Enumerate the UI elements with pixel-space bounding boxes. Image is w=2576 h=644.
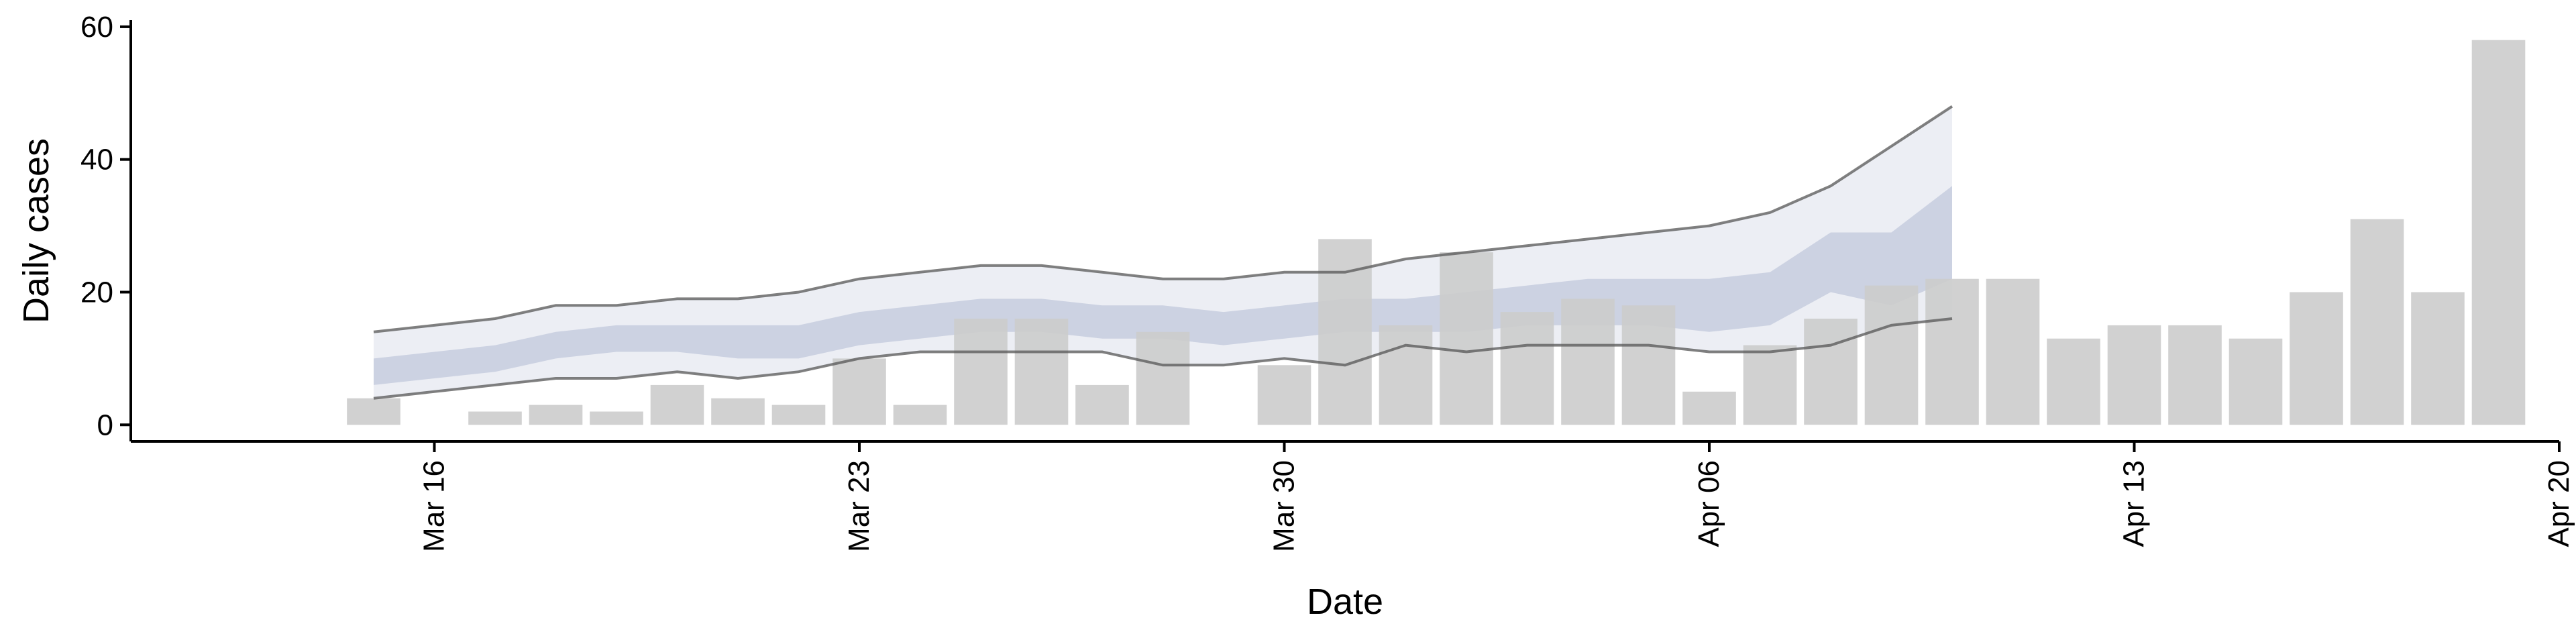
bar-2020-03-21	[711, 398, 765, 425]
x-tick-label: Mar 23	[843, 460, 875, 552]
bar-2020-03-22	[771, 405, 826, 425]
bar-2020-03-28	[1136, 331, 1190, 425]
x-tick-label: Apr 13	[2118, 460, 2151, 547]
x-tick-label: Apr 20	[2542, 460, 2575, 547]
bar-2020-04-15	[2229, 338, 2283, 425]
bar-2020-04-12	[2047, 338, 2100, 425]
bar-2020-04-18	[2411, 292, 2465, 425]
bar-2020-04-17	[2350, 219, 2404, 425]
bar-2020-04-14	[2168, 325, 2222, 425]
x-axis-title: Date	[1307, 582, 1383, 622]
bar-2020-04-06	[1682, 391, 1736, 425]
bar-2020-04-04	[1561, 299, 1615, 425]
bar-2020-04-01	[1379, 325, 1433, 425]
bar-2020-04-07	[1743, 345, 1797, 425]
bar-2020-03-15	[347, 398, 400, 425]
y-tick-label: 60	[80, 11, 113, 44]
bar-2020-03-27	[1075, 384, 1129, 425]
x-tick-label: Mar 16	[418, 460, 451, 552]
bar-2020-03-24	[893, 405, 947, 425]
lower-90-line	[373, 317, 1953, 400]
case-bars	[347, 40, 2526, 425]
y-tick-label: 20	[80, 276, 113, 309]
bar-2020-03-17	[468, 411, 522, 425]
bar-2020-03-26	[1014, 319, 1069, 425]
bar-2020-03-19	[590, 411, 643, 425]
bar-2020-03-30	[1257, 365, 1311, 425]
x-axis-ticks: Mar 16 Mar 23 Mar 30 Apr 06 Apr 13 Apr 20	[418, 441, 2575, 552]
bar-2020-04-11	[1986, 278, 2040, 425]
bar-2020-03-31	[1318, 239, 1372, 425]
band-50-interval	[374, 186, 1952, 385]
bar-2020-04-13	[2107, 325, 2161, 425]
bar-2020-04-10	[1925, 278, 1979, 425]
bar-2020-04-02	[1440, 252, 1493, 425]
bar-2020-04-16	[2290, 292, 2343, 425]
y-axis-ticks: 0 20 40 60	[80, 11, 131, 441]
bar-2020-03-23	[833, 358, 886, 425]
bar-2020-04-05	[1621, 305, 1676, 425]
forecast-bands	[374, 106, 1952, 398]
bar-2020-04-08	[1804, 319, 1858, 425]
x-tick-label: Mar 30	[1268, 460, 1301, 552]
y-tick-label: 0	[97, 409, 113, 441]
bar-2020-04-09	[1864, 285, 1919, 425]
bar-2020-04-03	[1500, 312, 1554, 425]
bar-2020-03-20	[650, 384, 704, 425]
axes	[129, 20, 2559, 443]
y-axis-title: Daily cases	[16, 138, 56, 323]
x-tick-label: Apr 06	[1693, 460, 1725, 547]
upper-90-line	[373, 105, 1953, 333]
y-tick-label: 40	[80, 144, 113, 176]
bar-2020-03-18	[529, 405, 583, 425]
forecast-interval-lines	[373, 105, 1953, 400]
bar-2020-04-19	[2471, 40, 2526, 425]
bar-2020-03-25	[954, 319, 1008, 425]
